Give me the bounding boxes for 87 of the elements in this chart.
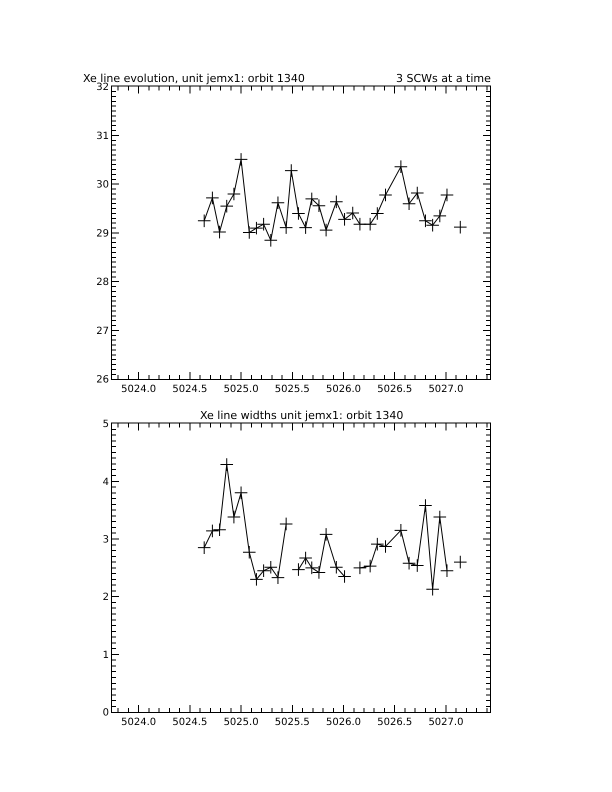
- point: [234, 486, 248, 500]
- point: [378, 540, 392, 554]
- point: [338, 570, 352, 584]
- point: [353, 217, 367, 232]
- chart-title: Xe line widths unit jemx1: orbit 1340: [200, 409, 404, 422]
- point: [298, 551, 312, 565]
- x-tick-label: 5026.5: [377, 717, 412, 728]
- y-tick-label: 26: [96, 374, 109, 386]
- x-tick-label: 5027.0: [428, 717, 464, 728]
- point: [220, 199, 234, 213]
- point: [402, 556, 416, 570]
- point: [256, 217, 270, 232]
- point: [426, 582, 440, 596]
- point: [298, 220, 312, 234]
- point: [234, 152, 248, 166]
- chart-subtitle: 3 SCWs at a time: [396, 72, 492, 85]
- point: [284, 164, 298, 178]
- y-tick-label: 5: [102, 419, 109, 430]
- point: [353, 561, 367, 575]
- y-tick-label: 28: [96, 277, 109, 288]
- point: [394, 160, 408, 174]
- y-tick-label: 3: [102, 534, 109, 546]
- point: [206, 191, 220, 205]
- point: [279, 517, 293, 531]
- point: [212, 225, 226, 239]
- point: [250, 221, 264, 235]
- point: [197, 214, 211, 228]
- y-tick-label: 27: [96, 326, 109, 337]
- point: [440, 564, 454, 578]
- y-tick-label: 30: [96, 180, 109, 191]
- x-tick-label: 5027.0: [428, 384, 464, 396]
- point: [410, 186, 424, 200]
- point: [453, 220, 468, 234]
- point: [292, 206, 306, 220]
- point: [227, 187, 241, 201]
- point: [394, 524, 408, 538]
- point: [370, 206, 384, 220]
- point: [402, 196, 416, 211]
- point: [264, 560, 278, 574]
- point: [330, 560, 344, 574]
- point: [433, 510, 447, 524]
- point: [242, 226, 256, 240]
- point: [227, 510, 241, 524]
- point: [197, 540, 211, 554]
- point: [206, 524, 220, 538]
- point: [346, 206, 360, 220]
- point: [433, 209, 447, 223]
- y-tick-label: 4: [102, 476, 109, 488]
- y-tick-label: 0: [102, 708, 109, 719]
- x-tick-label: 5024.0: [121, 384, 156, 396]
- x-tick-label: 5026.0: [326, 717, 362, 728]
- x-tick-label: 5025.5: [274, 717, 310, 728]
- point: [378, 188, 392, 202]
- y-tick-label: 32: [96, 82, 109, 94]
- point: [319, 223, 333, 237]
- point: [418, 498, 432, 512]
- x-tick-label: 5024.5: [172, 717, 208, 728]
- x-tick-label: 5025.0: [224, 384, 259, 396]
- point: [338, 212, 352, 226]
- point: [363, 559, 377, 573]
- x-tick-label: 5024.5: [172, 384, 208, 396]
- point: [271, 196, 285, 210]
- y-tick-label: 29: [96, 228, 109, 240]
- y-tick-label: 2: [102, 592, 109, 604]
- point: [250, 572, 264, 586]
- point: [319, 528, 333, 542]
- y-tick-label: 1: [102, 650, 109, 661]
- x-tick-label: 5026.0: [326, 384, 362, 396]
- point: [212, 522, 226, 537]
- point: [370, 537, 384, 551]
- point: [440, 188, 454, 202]
- point: [410, 558, 424, 572]
- point: [242, 545, 256, 560]
- point: [292, 562, 306, 576]
- x-tick-label: 5026.5: [377, 384, 412, 396]
- point: [220, 458, 234, 472]
- point: [453, 555, 468, 569]
- point: [363, 217, 377, 232]
- point: [264, 234, 278, 248]
- y-tick-label: 31: [96, 130, 109, 142]
- x-tick-label: 5025.5: [274, 384, 310, 396]
- point: [256, 564, 270, 578]
- point: [279, 220, 293, 234]
- point: [271, 570, 285, 584]
- x-tick-label: 5024.0: [121, 717, 156, 728]
- point: [330, 194, 344, 209]
- x-tick-label: 5025.0: [224, 717, 259, 728]
